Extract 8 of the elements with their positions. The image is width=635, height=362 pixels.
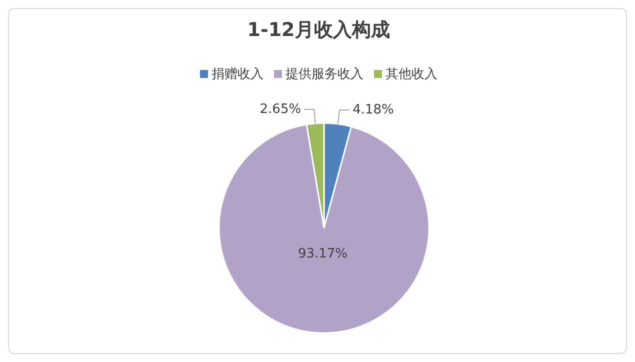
legend-label: 提供服务收入	[284, 66, 364, 83]
pie-slice	[218, 124, 430, 334]
data-label: 93.17%	[298, 246, 348, 262]
legend-label: 捐赠收入	[210, 66, 264, 83]
data-label: 2.65%	[260, 102, 302, 117]
chart-title: 1-12月收入构成	[246, 18, 391, 43]
data-label: 4.18%	[352, 102, 394, 118]
legend-label: 其他收入	[384, 66, 438, 83]
